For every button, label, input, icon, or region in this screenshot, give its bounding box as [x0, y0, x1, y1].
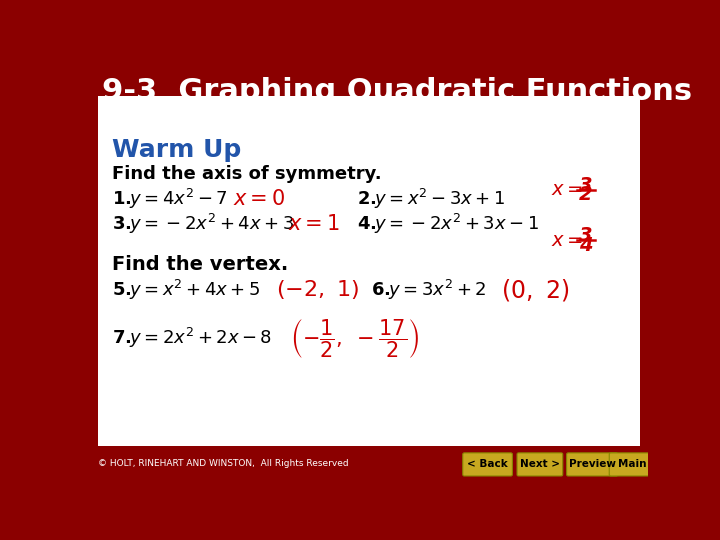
- Text: $y = x^2 - 3x + 1$: $y = x^2 - 3x + 1$: [374, 187, 505, 211]
- Text: $\left(-\dfrac{1}{2},\ -\dfrac{17}{2}\right)$: $\left(-\dfrac{1}{2},\ -\dfrac{17}{2}\ri…: [290, 316, 420, 360]
- Text: $\mathbf{3.}$: $\mathbf{3.}$: [112, 215, 131, 233]
- FancyBboxPatch shape: [609, 453, 656, 476]
- FancyBboxPatch shape: [98, 96, 640, 446]
- Text: $y = 4x^2 - 7$: $y = 4x^2 - 7$: [129, 187, 228, 211]
- Text: $y = x^2 + 4x + 5$: $y = x^2 + 4x + 5$: [129, 278, 260, 302]
- Text: 3: 3: [579, 176, 593, 195]
- Text: $\mathbf{1.}$: $\mathbf{1.}$: [112, 190, 131, 208]
- Text: $(0,\ 2)$: $(0,\ 2)$: [500, 276, 569, 302]
- Text: Main: Main: [618, 460, 647, 469]
- Text: $y = 2x^2 + 2x - 8$: $y = 2x^2 + 2x - 8$: [129, 326, 272, 350]
- Text: $\mathbf{7.}$: $\mathbf{7.}$: [112, 329, 131, 347]
- Text: $x =$: $x =$: [551, 231, 583, 250]
- Text: $y = -2x^2 + 4x + 3$: $y = -2x^2 + 4x + 3$: [129, 212, 294, 236]
- Text: $y = 3x^2 + 2$: $y = 3x^2 + 2$: [387, 278, 486, 302]
- Text: $(-2,\ 1)$: $(-2,\ 1)$: [276, 278, 359, 301]
- Text: 4: 4: [579, 237, 593, 255]
- Text: Preview: Preview: [569, 460, 616, 469]
- Text: $x =$: $x =$: [551, 180, 583, 199]
- Text: © HOLT, RINEHART AND WINSTON,  All Rights Reserved: © HOLT, RINEHART AND WINSTON, All Rights…: [98, 459, 348, 468]
- Text: $x = 1$: $x = 1$: [287, 214, 340, 234]
- FancyBboxPatch shape: [517, 453, 563, 476]
- Text: Warm Up: Warm Up: [112, 138, 241, 161]
- Text: 3: 3: [579, 226, 593, 245]
- FancyBboxPatch shape: [90, 446, 648, 481]
- Text: $\mathbf{5.}$: $\mathbf{5.}$: [112, 281, 131, 299]
- Text: 9-3  Graphing Quadratic Functions: 9-3 Graphing Quadratic Functions: [102, 77, 692, 106]
- Text: < Back: < Back: [467, 460, 508, 469]
- Text: Find the axis of symmetry.: Find the axis of symmetry.: [112, 165, 382, 183]
- Text: $y = -2x^2 + 3x - 1$: $y = -2x^2 + 3x - 1$: [374, 212, 539, 236]
- Text: $\mathbf{2.}$: $\mathbf{2.}$: [357, 190, 377, 208]
- Text: $x = 0$: $x = 0$: [233, 189, 286, 209]
- FancyBboxPatch shape: [567, 453, 618, 476]
- Text: Find the vertex.: Find the vertex.: [112, 255, 288, 274]
- FancyBboxPatch shape: [463, 453, 513, 476]
- Text: Next >: Next >: [520, 460, 560, 469]
- Text: 2: 2: [579, 185, 593, 205]
- Text: $\mathbf{6.}$: $\mathbf{6.}$: [371, 281, 390, 299]
- Text: $\mathbf{4.}$: $\mathbf{4.}$: [357, 215, 377, 233]
